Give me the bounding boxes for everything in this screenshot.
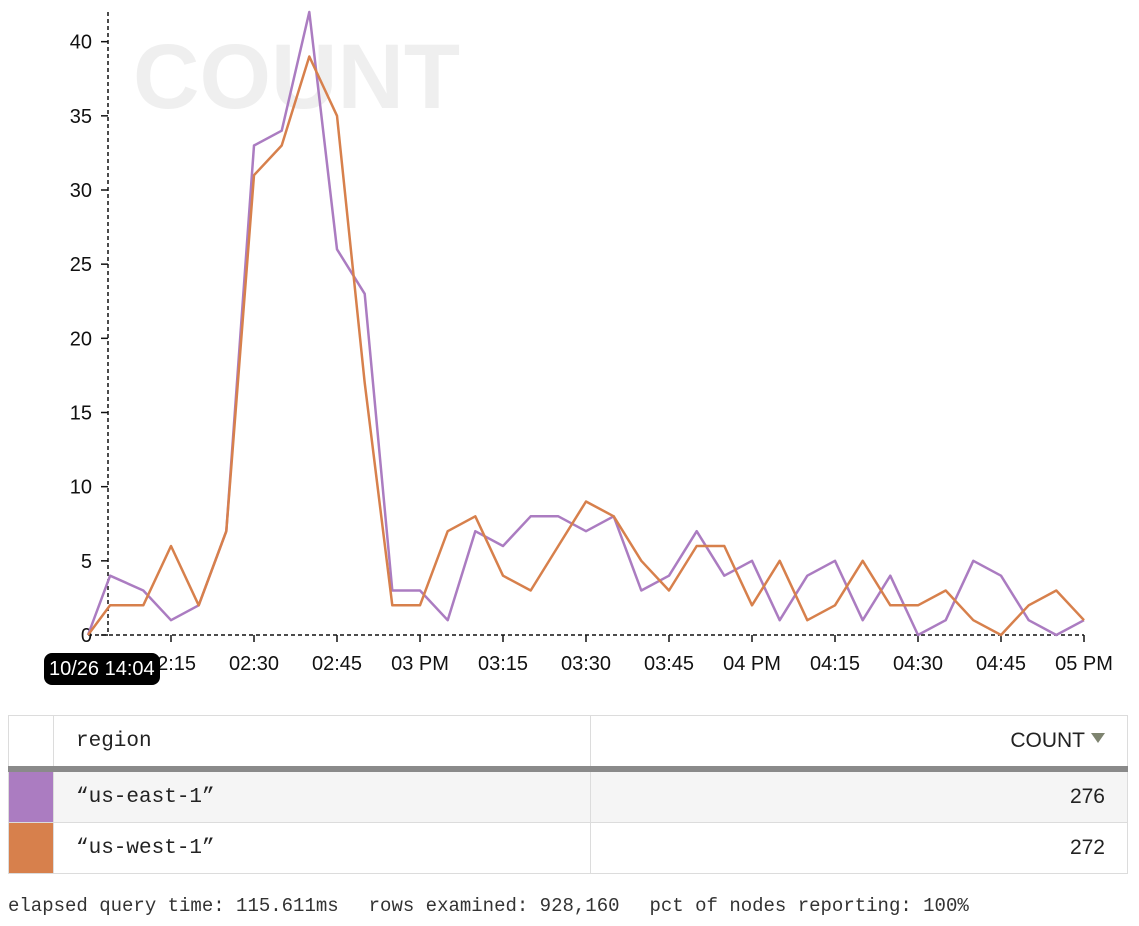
cursor-time-badge: 10/26 14:04 [44,653,160,685]
x-tick-label: 03 PM [391,653,449,675]
results-table: region COUNT “us-east-1” 276 “us-west-1”… [8,715,1128,874]
rows-examined: rows examined: 928,160 [368,895,620,917]
series-line-2[interactable] [86,55,1085,637]
count-header-label: COUNT [1010,729,1085,752]
x-tick-label: 04:45 [976,653,1026,675]
x-tick-label: 03:15 [478,653,528,675]
y-tick-label: 0 [81,625,92,647]
count-cell: 272 [590,822,1128,874]
x-tick-label: 02:45 [312,653,362,675]
elapsed-query-time: elapsed query time: 115.611ms [8,895,339,917]
x-tick-label: 05 PM [1055,653,1113,675]
count-column-header[interactable]: COUNT [590,715,1128,770]
chart-title-watermark: COUNT [133,26,460,128]
y-tick-label: 20 [70,328,92,350]
swatch-header [8,715,54,770]
region-column-header[interactable]: region [53,715,591,770]
table-header-row: region COUNT [8,715,1128,770]
table-row[interactable]: “us-west-1” 272 [8,822,1128,874]
series-line-1[interactable] [86,10,1085,637]
x-tick-label: 04:30 [893,653,943,675]
y-tick-label: 25 [70,254,92,276]
sort-descending-icon[interactable] [1091,733,1105,743]
x-axis-ticks: 02:15 02:30 02:45 03 PM 03:15 03:30 03:45 04 PM… [146,635,1113,675]
table-row[interactable]: “us-east-1” 276 [8,768,1128,823]
y-tick-label: 40 [70,32,92,54]
y-tick-label: 15 [70,403,92,425]
y-tick-label: 35 [70,106,92,128]
region-header-label: region [76,729,152,753]
region-cell: “us-east-1” [53,768,591,823]
x-tick-label: 03:30 [561,653,611,675]
count-cell: 276 [590,768,1128,823]
x-tick-label: 04:15 [810,653,860,675]
series-color-swatch [8,768,54,823]
query-stats: elapsed query time: 115.611ms rows examin… [8,895,999,917]
y-tick-label: 10 [70,477,92,499]
line-chart[interactable]: COUNT 0 5 10 15 20 25 30 35 40 02:15 02:30 02:45 03… [0,0,1139,700]
series-color-swatch [8,822,54,874]
series-lines[interactable] [86,10,1085,637]
x-tick-label: 02:30 [229,653,279,675]
y-tick-label: 5 [81,551,92,573]
y-axis-ticks: 0 5 10 15 20 25 30 35 40 [70,32,108,647]
region-cell: “us-west-1” [53,822,591,874]
y-tick-label: 30 [70,180,92,202]
pct-nodes-reporting: pct of nodes reporting: 100% [649,895,969,917]
x-tick-label: 03:45 [644,653,694,675]
x-tick-label: 04 PM [723,653,781,675]
